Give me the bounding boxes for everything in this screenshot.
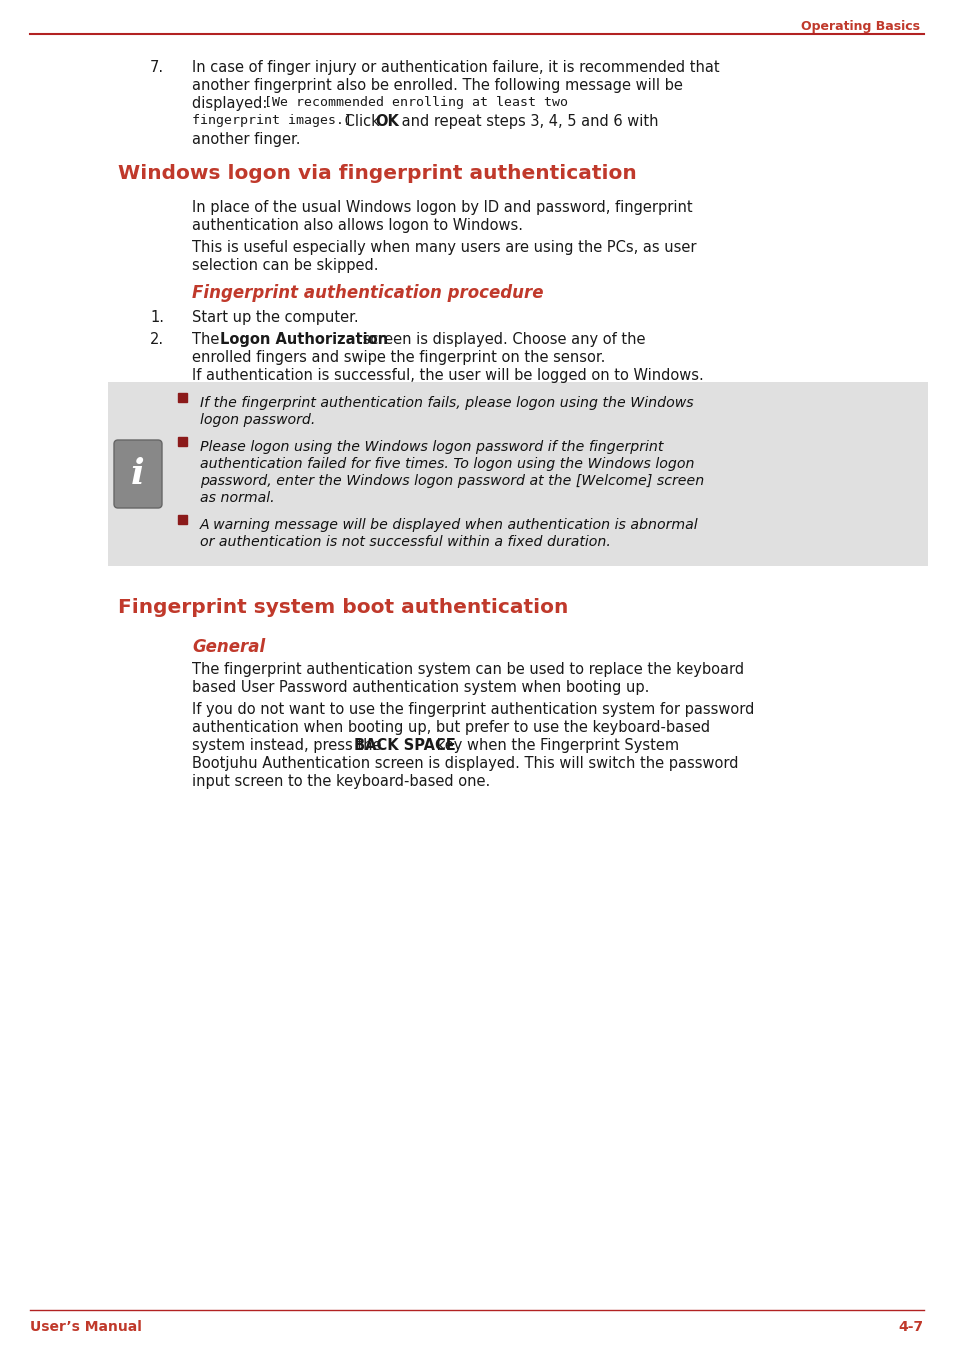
Text: screen is displayed. Choose any of the: screen is displayed. Choose any of the xyxy=(357,333,645,347)
Text: Please logon using the Windows logon password if the fingerprint: Please logon using the Windows logon pas… xyxy=(200,439,662,454)
Text: i: i xyxy=(131,457,145,491)
Text: BACK SPACE: BACK SPACE xyxy=(354,738,456,753)
Text: If the fingerprint authentication fails, please logon using the Windows: If the fingerprint authentication fails,… xyxy=(200,396,693,410)
Bar xyxy=(178,393,187,402)
Text: another fingerprint also be enrolled. The following message will be: another fingerprint also be enrolled. Th… xyxy=(192,78,682,93)
Text: 2.: 2. xyxy=(150,333,164,347)
Text: The fingerprint authentication system can be used to replace the keyboard: The fingerprint authentication system ca… xyxy=(192,662,743,677)
Text: User’s Manual: User’s Manual xyxy=(30,1320,142,1334)
Text: and repeat steps 3, 4, 5 and 6 with: and repeat steps 3, 4, 5 and 6 with xyxy=(396,114,658,128)
Text: as normal.: as normal. xyxy=(200,491,274,506)
Text: In case of finger injury or authentication failure, it is recommended that: In case of finger injury or authenticati… xyxy=(192,59,719,74)
Text: If authentication is successful, the user will be logged on to Windows.: If authentication is successful, the use… xyxy=(192,368,703,383)
Text: based User Password authentication system when booting up.: based User Password authentication syste… xyxy=(192,680,649,695)
Text: authentication failed for five times. To logon using the Windows logon: authentication failed for five times. To… xyxy=(200,457,694,470)
Text: 1.: 1. xyxy=(150,310,164,324)
Text: input screen to the keyboard-based one.: input screen to the keyboard-based one. xyxy=(192,773,490,790)
Text: This is useful especially when many users are using the PCs, as user: This is useful especially when many user… xyxy=(192,241,696,256)
Text: 4-7: 4-7 xyxy=(898,1320,923,1334)
Text: authentication also allows logon to Windows.: authentication also allows logon to Wind… xyxy=(192,218,522,233)
Text: If you do not want to use the fingerprint authentication system for password: If you do not want to use the fingerprin… xyxy=(192,702,754,717)
Text: 7.: 7. xyxy=(150,59,164,74)
Text: Fingerprint authentication procedure: Fingerprint authentication procedure xyxy=(192,284,543,301)
Text: A warning message will be displayed when authentication is abnormal: A warning message will be displayed when… xyxy=(200,518,698,531)
Text: another finger.: another finger. xyxy=(192,132,300,147)
Bar xyxy=(178,515,187,525)
FancyBboxPatch shape xyxy=(113,439,162,508)
Text: Start up the computer.: Start up the computer. xyxy=(192,310,358,324)
Text: selection can be skipped.: selection can be skipped. xyxy=(192,258,378,273)
Text: Logon Authorization: Logon Authorization xyxy=(220,333,388,347)
Text: system instead, press the: system instead, press the xyxy=(192,738,386,753)
Text: logon password.: logon password. xyxy=(200,412,315,427)
Text: Bootjuhu Authentication screen is displayed. This will switch the password: Bootjuhu Authentication screen is displa… xyxy=(192,756,738,771)
Text: In place of the usual Windows logon by ID and password, fingerprint: In place of the usual Windows logon by I… xyxy=(192,200,692,215)
Text: Fingerprint system boot authentication: Fingerprint system boot authentication xyxy=(118,598,568,617)
Text: fingerprint images.]: fingerprint images.] xyxy=(192,114,352,127)
Text: key when the Fingerprint System: key when the Fingerprint System xyxy=(432,738,679,753)
Text: authentication when booting up, but prefer to use the keyboard-based: authentication when booting up, but pref… xyxy=(192,721,709,735)
Text: General: General xyxy=(192,638,265,656)
Bar xyxy=(178,437,187,446)
Text: enrolled fingers and swipe the fingerprint on the sensor.: enrolled fingers and swipe the fingerpri… xyxy=(192,350,605,365)
Text: Click: Click xyxy=(339,114,384,128)
Text: [We recommended enrolling at least two: [We recommended enrolling at least two xyxy=(264,96,567,110)
Text: or authentication is not successful within a fixed duration.: or authentication is not successful with… xyxy=(200,535,610,549)
Text: displayed:: displayed: xyxy=(192,96,272,111)
FancyBboxPatch shape xyxy=(108,383,927,566)
Text: OK: OK xyxy=(375,114,398,128)
Text: Operating Basics: Operating Basics xyxy=(801,20,919,32)
Text: password, enter the Windows logon password at the [Welcome] screen: password, enter the Windows logon passwo… xyxy=(200,475,703,488)
Text: The: The xyxy=(192,333,224,347)
Text: Windows logon via fingerprint authentication: Windows logon via fingerprint authentica… xyxy=(118,164,636,183)
